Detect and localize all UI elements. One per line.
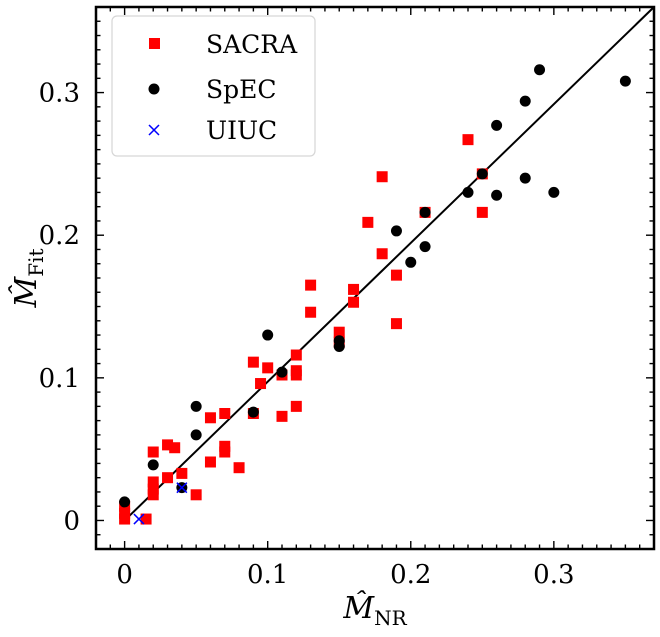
point-spec	[476, 168, 488, 180]
point-spec	[419, 206, 431, 218]
point-spec	[548, 186, 560, 198]
point-sacra	[476, 206, 488, 218]
point-sacra	[140, 513, 152, 525]
x-tick-label: 0.2	[390, 560, 431, 590]
point-sacra	[176, 467, 188, 479]
point-sacra	[290, 349, 302, 361]
point-sacra	[290, 400, 302, 412]
point-sacra	[390, 318, 402, 330]
legend-marker-uiuc	[148, 124, 160, 136]
x-tick-label: 0.1	[247, 560, 288, 590]
point-spec	[491, 119, 503, 131]
tick-labels: 0 0.1 0.2 0.3 0 0.1 0.2 0.3	[39, 79, 575, 590]
point-sacra	[204, 456, 216, 468]
point-spec	[534, 64, 546, 76]
point-spec	[519, 95, 531, 107]
point-spec	[262, 329, 274, 341]
point-sacra	[190, 489, 202, 501]
point-sacra	[169, 442, 181, 454]
point-uiuc	[133, 513, 145, 525]
point-sacra	[219, 408, 231, 419]
legend-label-uiuc: UIUC	[206, 116, 277, 145]
x-axis-title: M̂NR	[342, 591, 407, 630]
point-sacra	[219, 440, 231, 452]
point-spec	[147, 459, 159, 471]
point-sacra	[462, 134, 474, 146]
point-sacra	[147, 446, 159, 458]
point-sacra	[233, 462, 245, 474]
y-tick-label: 0.3	[39, 79, 80, 109]
point-sacra	[348, 296, 360, 308]
point-sacra	[390, 269, 402, 281]
data-points	[119, 64, 631, 525]
point-sacra	[255, 378, 267, 390]
point-sacra	[219, 446, 231, 458]
point-sacra	[276, 410, 288, 422]
point-spec	[276, 366, 288, 378]
point-spec	[491, 189, 503, 201]
identity-line	[123, 6, 655, 522]
point-sacra	[247, 356, 259, 368]
point-spec	[462, 186, 474, 198]
point-spec	[247, 406, 259, 418]
point-sacra	[262, 362, 274, 374]
point-sacra	[162, 439, 174, 451]
x-axis-title-main: M̂	[342, 591, 375, 626]
point-spec	[405, 256, 417, 268]
point-sacra	[204, 412, 216, 424]
point-sacra	[147, 483, 159, 495]
y-axis-title-main: M̂	[9, 276, 44, 309]
x-tick-label: 0	[116, 560, 133, 590]
legend-marker-spec	[148, 83, 160, 95]
point-sacra	[305, 306, 317, 318]
point-spec	[419, 241, 431, 253]
point-sacra	[305, 279, 317, 291]
legend-label-sacra: SACRA	[206, 30, 298, 59]
point-sacra	[119, 513, 131, 525]
x-tick-label: 0.3	[533, 560, 574, 590]
point-sacra	[290, 365, 302, 377]
y-axis-title-sub: Fit	[24, 248, 48, 276]
y-tick-label: 0.2	[39, 221, 80, 251]
point-spec	[619, 75, 631, 87]
y-tick-label: 0	[63, 506, 80, 536]
plot-frame	[94, 5, 656, 551]
point-sacra	[348, 283, 360, 295]
point-spec	[519, 172, 531, 184]
point-sacra	[147, 476, 159, 488]
point-sacra	[362, 216, 374, 228]
legend-box	[111, 15, 316, 157]
point-sacra	[147, 489, 159, 501]
legend-label-spec: SpEC	[206, 75, 277, 104]
y-tick-label: 0.1	[39, 364, 80, 394]
reference-line-group	[123, 6, 655, 522]
point-uiuc	[176, 482, 188, 494]
point-spec	[190, 429, 202, 441]
point-sacra	[376, 171, 388, 183]
point-sacra	[162, 472, 174, 484]
legend-marker-sacra	[149, 38, 160, 49]
point-spec	[119, 496, 131, 508]
x-axis-title-sub: NR	[374, 606, 408, 630]
point-spec	[390, 225, 402, 237]
point-sacra	[333, 326, 345, 338]
point-sacra	[376, 248, 388, 260]
y-axis-title: M̂Fit	[9, 248, 48, 308]
legend: SACRA SpEC UIUC	[111, 15, 316, 157]
point-sacra	[119, 507, 131, 519]
point-spec	[190, 400, 202, 412]
point-spec	[333, 335, 345, 347]
